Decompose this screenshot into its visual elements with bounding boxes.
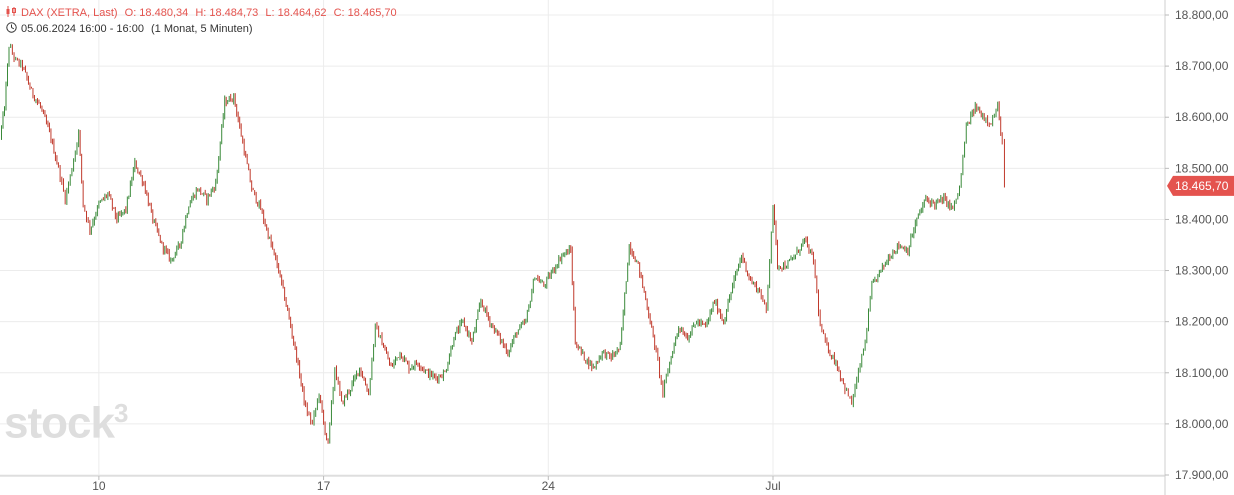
high-value: H: 18.484,73 [195,6,259,19]
y-tick-label: 18.300,00 [1175,264,1229,278]
period-header: 05.06.2024 16:00 - 16:00 (1 Monat, 5 Min… [6,22,257,36]
clock-icon [6,22,17,36]
last-price-badge [1167,175,1234,196]
y-tick-label: 18.400,00 [1175,212,1229,226]
x-tick-label: Jul [765,479,780,493]
y-tick-label: 17.900,00 [1175,468,1229,482]
last-price-label: 18.465,70 [1175,179,1229,193]
instrument-name: DAX (XETRA, Last) [21,6,118,19]
y-tick-label: 18.500,00 [1175,161,1229,175]
close-value: C: 18.465,70 [333,6,397,19]
last-price-marker: 18.465,70 [1167,175,1234,196]
y-tick-label: 18.600,00 [1175,110,1229,124]
price-series [0,43,1005,444]
y-tick-label: 18.000,00 [1175,417,1229,431]
y-tick-label: 18.200,00 [1175,315,1229,329]
stock3-logo: stock3 [4,398,128,448]
interval-info: (1 Monat, 5 Minuten) [151,22,253,35]
y-axis: 18.800,00 18.700,00 18.600,00 18.500,00 18.4… [1165,8,1229,482]
open-value: O: 18.480,34 [124,6,189,19]
low-value: L: 18.464,62 [265,6,327,19]
y-tick-label: 18.100,00 [1175,366,1229,380]
y-tick-label: 18.800,00 [1175,8,1229,22]
chart-grid [0,0,1165,476]
x-tick-label: 24 [542,479,556,493]
period-range: 05.06.2024 16:00 - 16:00 [21,22,144,35]
x-axis: 10 17 24 Jul [92,476,781,493]
ohlc-header: DAX (XETRA, Last) O: 18.480,34 H: 18.484… [6,6,401,20]
x-tick-label: 10 [92,479,106,493]
candlestick-icon [6,6,17,20]
y-tick-label: 18.700,00 [1175,59,1229,73]
x-tick-label: 17 [317,479,331,493]
